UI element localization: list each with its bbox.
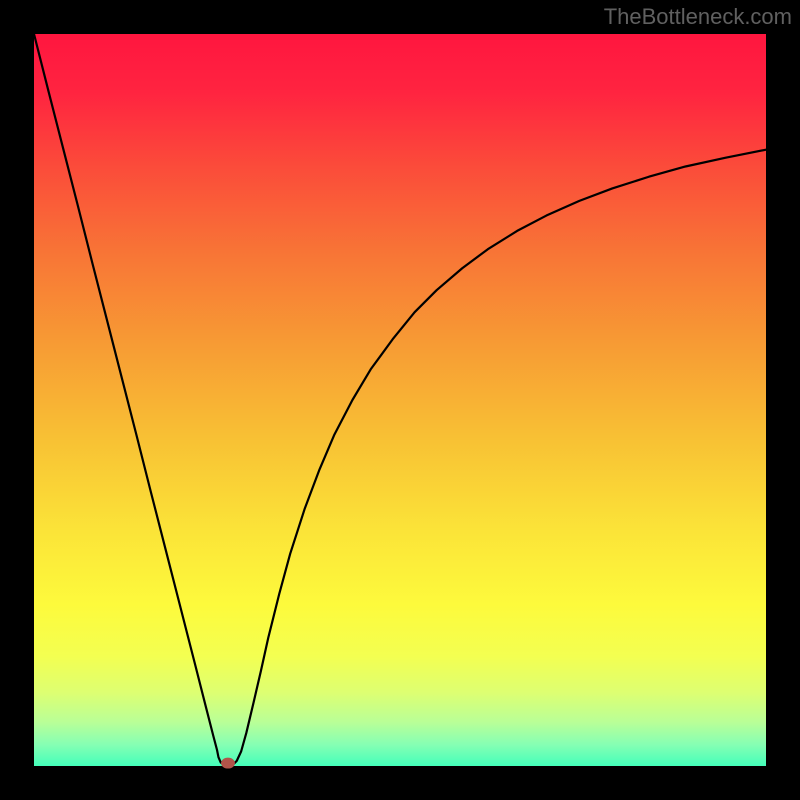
chart-background	[34, 34, 766, 766]
bottleneck-chart	[0, 0, 800, 800]
watermark-text: TheBottleneck.com	[604, 4, 792, 30]
optimal-point-marker	[221, 758, 235, 769]
chart-canvas: TheBottleneck.com	[0, 0, 800, 800]
